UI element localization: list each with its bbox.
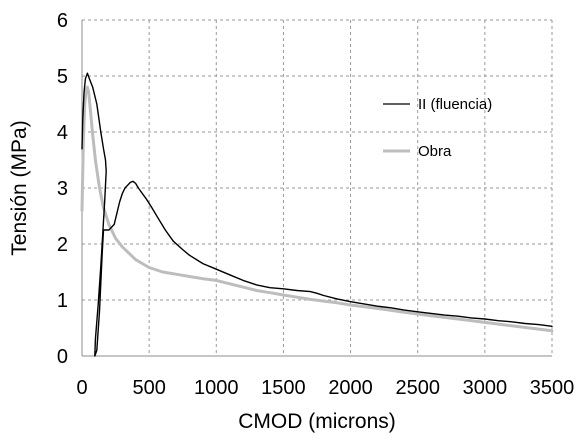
series-group (80, 72, 554, 357)
y-tick-label: 1 (57, 290, 68, 312)
series-line-obra (80, 85, 554, 333)
x-tick-label: 3500 (530, 377, 575, 399)
y-tick-label: 5 (57, 66, 68, 88)
x-tick-label: 3000 (463, 377, 508, 399)
legend-label-ii-fluencia: II (fluencia) (418, 96, 492, 113)
y-tick-label: 2 (57, 234, 68, 256)
y-axis-title: Tensión (MPa) (8, 120, 31, 255)
x-axis-title: CMOD (microns) (238, 410, 396, 433)
y-tick-label: 0 (57, 346, 68, 368)
y-tick-label: 3 (57, 178, 68, 200)
tick-labels: 0 500 1000 1500 2000 2500 3000 3500 0 1 2 3 4 5 6 (57, 10, 574, 399)
x-tick-label: 500 (132, 377, 165, 399)
y-tick-label: 6 (57, 10, 68, 32)
x-tick-label: 1500 (261, 377, 306, 399)
y-tick-label: 4 (57, 122, 68, 144)
series-line-ii-fluencia (81, 72, 553, 357)
x-tick-label: 1000 (194, 377, 239, 399)
x-tick-label: 2500 (395, 377, 440, 399)
x-tick-label: 0 (76, 377, 87, 399)
x-tick-label: 2000 (328, 377, 373, 399)
grid (82, 19, 553, 356)
legend: II (fluencia) Obra (383, 96, 492, 160)
legend-label-obra: Obra (418, 143, 452, 160)
